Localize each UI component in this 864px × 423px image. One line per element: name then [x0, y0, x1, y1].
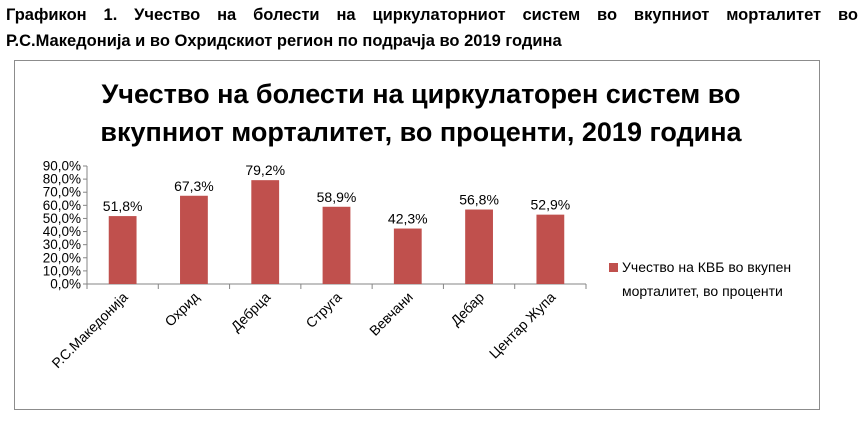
chart-title-line-2: вкупниот морталитет, во проценти, 2019 г…	[100, 117, 742, 147]
bar	[465, 209, 493, 284]
y-tick-label: 80,0%	[43, 172, 81, 187]
x-tick-label: Центар Жупа	[486, 289, 559, 362]
bar	[322, 206, 351, 284]
data-label: 67,3%	[174, 178, 214, 194]
y-tick-label: 30,0%	[43, 237, 81, 252]
bar	[108, 216, 137, 284]
caption-line-1: Графикон 1. Учество на болести на циркул…	[6, 6, 858, 24]
legend-swatch	[609, 263, 618, 272]
x-tick-label: Дебар	[447, 289, 487, 329]
legend-label-line-1: Учество на КВБ во вкупен	[622, 259, 791, 275]
data-label: 79,2%	[245, 162, 285, 178]
y-tick-label: 90,0%	[43, 159, 81, 174]
caption-line-2: Р.С.Македонија и во Охридскиот регион по…	[6, 32, 562, 50]
bar	[180, 195, 208, 284]
x-axis-ticks: Р.С.Македонија Охрид Дебрца Струга Вевчани Де…	[48, 284, 587, 371]
data-label: 51,8%	[103, 198, 143, 214]
figure-caption: Графикон 1. Учество на болести на циркул…	[6, 2, 858, 54]
y-tick-label: 40,0%	[43, 224, 81, 239]
data-label: 42,3%	[388, 211, 428, 227]
bar	[251, 180, 280, 284]
y-tick-label: 20,0%	[43, 250, 81, 265]
x-tick-label: Дебрца	[228, 289, 274, 335]
chart-title-line-1: Учество на болести на циркулаторен систе…	[102, 79, 741, 109]
x-tick-label: Охрид	[161, 289, 202, 330]
y-tick-label: 70,0%	[43, 185, 81, 200]
y-tick-label: 50,0%	[43, 211, 81, 226]
legend: Учество на КВБ во вкупен морталитет, во …	[609, 259, 791, 299]
legend-label-line-2: морталитет, во проценти	[622, 283, 783, 299]
data-label: 52,9%	[531, 197, 571, 213]
x-tick-label: Струга	[302, 289, 344, 331]
bars: 51,8% 67,3% 79,2% 58,9% 42,3% 56,8% 52,9%	[103, 162, 570, 284]
data-label: 56,8%	[459, 192, 499, 208]
x-tick-label: Вевчани	[366, 289, 416, 339]
y-tick-label: 10,0%	[43, 263, 81, 278]
bar	[393, 228, 422, 284]
y-tick-label: 0,0%	[50, 277, 81, 292]
y-axis-ticks: 0,0%10,0%20,0%30,0%40,0%50,0%60,0%70,0%8…	[43, 159, 87, 292]
bar	[536, 214, 565, 284]
data-label: 58,9%	[317, 189, 357, 205]
x-tick-label: Р.С.Македонија	[48, 289, 130, 371]
y-tick-label: 60,0%	[43, 198, 81, 213]
